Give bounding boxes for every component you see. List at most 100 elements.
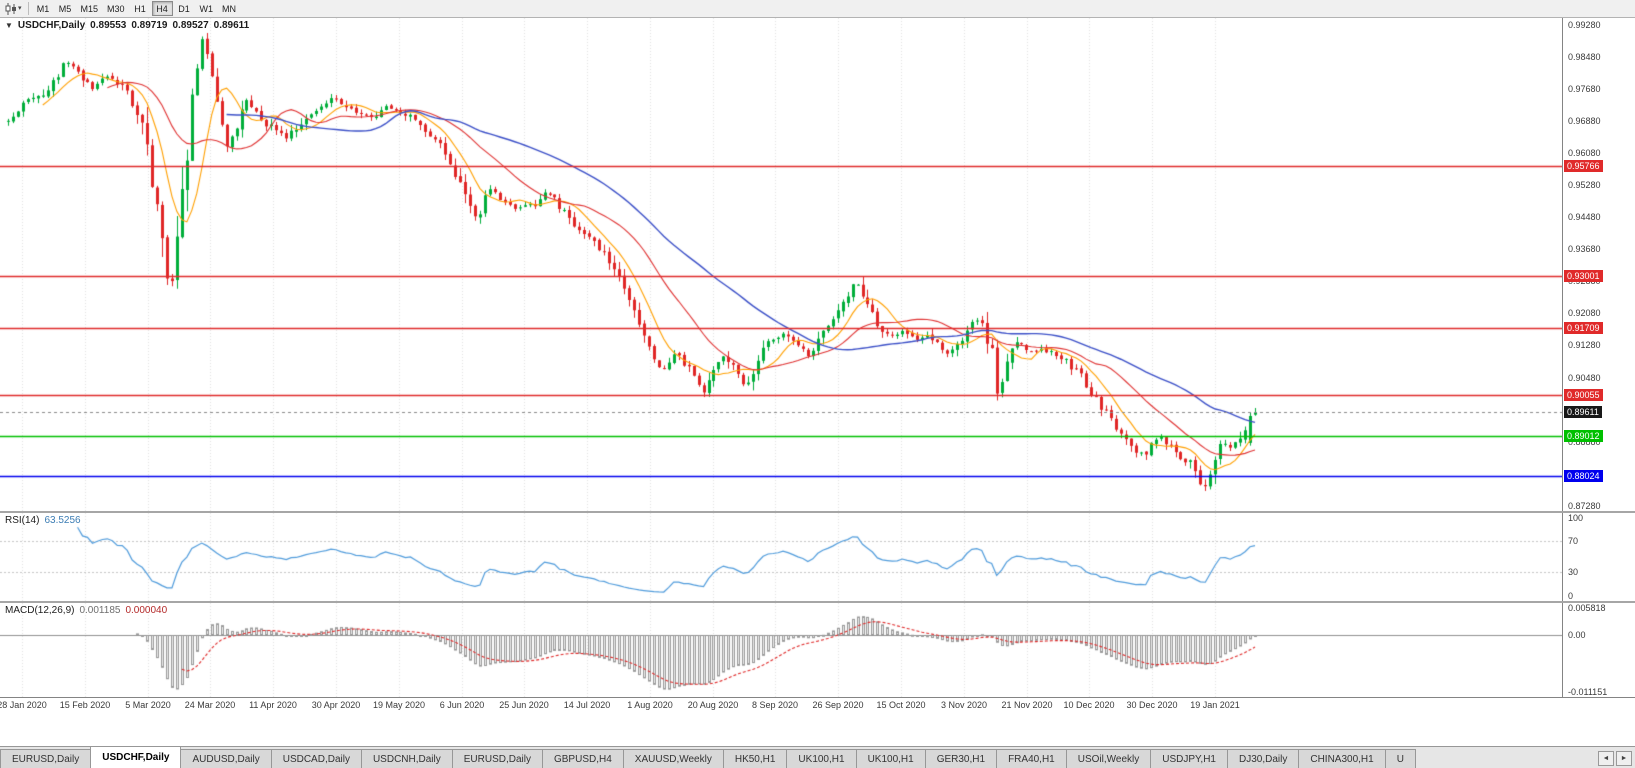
date-axis[interactable]: 28 Jan 2020 15 Feb 2020 5 Mar 2020 24 Mar 2…: [0, 697, 1635, 713]
date-tick: 21 Nov 2020: [1001, 700, 1053, 710]
level-price-label: 0.91709: [1564, 322, 1603, 334]
rsi-title: RSI(14) 63.5256: [5, 515, 81, 526]
chart-tabs: EURUSD,Daily USDCHF,Daily AUDUSD,Daily USDC…: [0, 747, 1416, 768]
chart-tab[interactable]: USDCHF,Daily: [90, 747, 182, 768]
chart-tab[interactable]: GBPUSD,H4: [541, 749, 624, 768]
macd-canvas[interactable]: [0, 603, 1562, 697]
tf-button-MN[interactable]: MN: [222, 3, 237, 14]
chart-tab[interactable]: USDCNH,Daily: [360, 749, 453, 768]
panel-splitter[interactable]: [0, 511, 1635, 513]
current-price-label: 0.89611: [1564, 406, 1602, 418]
ohlc-close: 0.89611: [213, 20, 250, 31]
price-tick: 0.96880: [1568, 116, 1601, 126]
tf-button-M15[interactable]: M15: [80, 3, 99, 14]
date-tick: 28 Jan 2020: [0, 700, 47, 710]
rsi-tick: 30: [1568, 567, 1579, 578]
tab-scroll-left-icon[interactable]: ◄: [1598, 751, 1614, 766]
chart-tab[interactable]: GER30,H1: [924, 749, 998, 768]
chart-tab[interactable]: U: [1384, 749, 1416, 768]
level-price-label: 0.88024: [1564, 470, 1603, 482]
main-chart-panel: ▼ USDCHF,Daily 0.89553 0.89719 0.89527 0…: [0, 18, 1635, 511]
level-price-label: 0.93001: [1564, 270, 1603, 282]
rsi-panel: RSI(14) 63.5256 100 70 30 0: [0, 513, 1635, 601]
date-tick: 10 Dec 2020: [1063, 700, 1115, 710]
price-tick: 0.93680: [1568, 244, 1601, 255]
main-chart-canvas[interactable]: [0, 18, 1562, 511]
macd-tick: -0.011151: [1568, 687, 1608, 697]
price-axis[interactable]: 0.99280 0.98480 0.97680 0.96880 0.96080 0.952…: [1562, 18, 1635, 511]
tf-button-M1[interactable]: M1: [36, 3, 50, 14]
date-tick: 14 Jul 2020: [563, 700, 611, 710]
macd-axis[interactable]: 0.005818 0.00 -0.011151: [1562, 603, 1635, 697]
price-tick: 0.96080: [1568, 148, 1601, 159]
date-tick: 19 Jan 2021: [1190, 700, 1240, 710]
macd-panel: MACD(12,26,9) 0.001185 0.000040 0.005818…: [0, 603, 1635, 697]
chart-title: ▼ USDCHF,Daily 0.89553 0.89719 0.89527 0…: [5, 20, 249, 31]
date-tick: 30 Apr 2020: [311, 700, 361, 710]
level-price-label: 0.90055: [1564, 389, 1603, 401]
date-tick: 3 Nov 2020: [940, 700, 988, 710]
timeframe-toolbar: ▾ M1 M5 M15 M30 H1 H4 D1 W1 MN: [0, 0, 1635, 18]
rsi-tick: 0: [1568, 591, 1574, 601]
chart-symbol-period: USDCHF,Daily: [17, 20, 86, 31]
toolbar-separator: [27, 2, 29, 15]
price-tick: 0.90480: [1568, 372, 1601, 383]
tf-button-H1[interactable]: H1: [134, 3, 146, 14]
rsi-canvas[interactable]: [0, 513, 1562, 601]
tf-button-D1[interactable]: D1: [178, 3, 190, 14]
date-tick: 15 Oct 2020: [876, 700, 926, 710]
chart-tab[interactable]: EURUSD,Daily: [451, 749, 543, 768]
chart-tab[interactable]: CHINA300,H1: [1298, 749, 1386, 768]
rsi-tick: 100: [1568, 513, 1584, 523]
rsi-current-value: 63.5256: [44, 515, 81, 526]
chart-type-dropdown[interactable]: ▾: [3, 2, 24, 15]
date-tick: 15 Feb 2020: [59, 700, 111, 710]
chart-tab[interactable]: UK100,H1: [855, 749, 926, 768]
tab-scroll-arrows: ◄ ►: [1595, 751, 1635, 768]
chart-tab[interactable]: USOil,Weekly: [1065, 749, 1152, 768]
date-tick: 20 Aug 2020: [687, 700, 739, 710]
price-tick: 0.94480: [1568, 212, 1601, 223]
chart-tab[interactable]: DJ30,Daily: [1226, 749, 1300, 768]
tab-scroll-right-icon[interactable]: ►: [1616, 751, 1632, 766]
ohlc-high: 0.89719: [131, 20, 168, 31]
date-tick: 24 Mar 2020: [184, 700, 236, 710]
macd-current-value: 0.001185: [79, 605, 121, 616]
level-price-label: 0.89012: [1564, 430, 1603, 442]
macd-indicator-name: MACD(12,26,9): [5, 605, 75, 616]
price-tick: 0.95280: [1568, 180, 1601, 191]
chart-tab[interactable]: USDJPY,H1: [1150, 749, 1228, 768]
candlestick-chart-icon: [5, 2, 17, 15]
rsi-indicator-name: RSI(14): [5, 515, 40, 526]
macd-title: MACD(12,26,9) 0.001185 0.000040: [5, 605, 167, 616]
ohlc-open: 0.89553: [90, 20, 127, 31]
price-tick: 0.87280: [1568, 500, 1601, 511]
macd-tick: 0.00: [1568, 629, 1586, 640]
chevron-down-icon: ▾: [18, 5, 22, 12]
chart-tab[interactable]: EURUSD,Daily: [0, 749, 92, 768]
tf-button-M30[interactable]: M30: [107, 3, 125, 14]
tf-button-M5[interactable]: M5: [58, 3, 72, 14]
chart-tab[interactable]: USDCAD,Daily: [270, 749, 362, 768]
tf-button-W1[interactable]: W1: [199, 3, 214, 14]
macd-signal-value: 0.000040: [125, 605, 168, 616]
chart-bottom-margin: [0, 713, 1635, 746]
collapse-chart-icon[interactable]: ▼: [5, 21, 13, 30]
price-tick: 0.97680: [1568, 83, 1601, 94]
date-tick: 26 Sep 2020: [812, 700, 864, 710]
chart-tab[interactable]: UK100,H1: [786, 749, 857, 768]
level-price-label: 0.95766: [1564, 160, 1603, 172]
chart-tab[interactable]: HK50,H1: [722, 749, 788, 768]
chart-tab[interactable]: XAUUSD,Weekly: [622, 749, 724, 768]
rsi-axis[interactable]: 100 70 30 0: [1562, 513, 1635, 601]
timeframe-buttons: M1 M5 M15 M30 H1 H4 D1 W1 MN: [33, 1, 241, 16]
chart-tab[interactable]: FRA40,H1: [996, 749, 1067, 768]
chart-tab-bar: EURUSD,Daily USDCHF,Daily AUDUSD,Daily USDC…: [0, 746, 1635, 768]
tf-button-H4[interactable]: H4: [151, 1, 173, 16]
panel-splitter[interactable]: [0, 601, 1635, 603]
date-tick: 25 Jun 2020: [499, 700, 549, 710]
date-tick: 5 Mar 2020: [125, 700, 171, 710]
rsi-tick: 70: [1568, 535, 1579, 546]
chart-tab[interactable]: AUDUSD,Daily: [180, 749, 272, 768]
